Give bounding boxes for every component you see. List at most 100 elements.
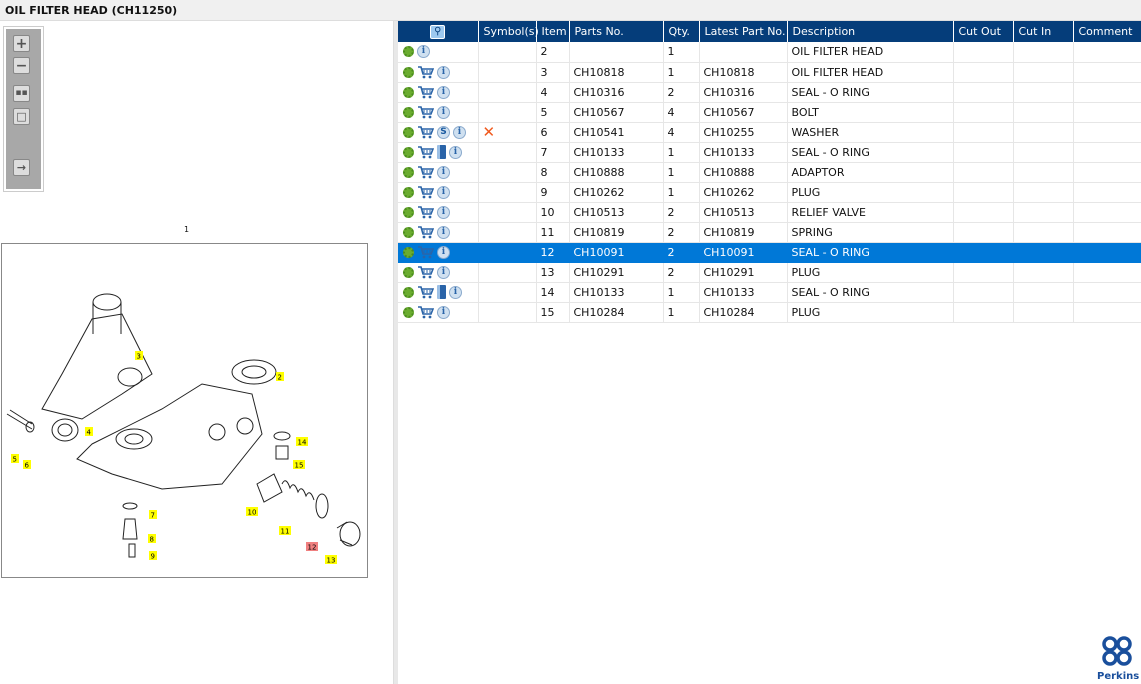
cart-icon[interactable] xyxy=(417,185,435,199)
info-icon[interactable]: i xyxy=(449,285,462,299)
table-row[interactable]: i 14 CH10133 1 CH10133 SEAL - O RING xyxy=(398,282,1141,303)
cart-icon[interactable] xyxy=(417,85,435,99)
description-cell: BOLT xyxy=(787,102,954,123)
cart-icon[interactable] xyxy=(417,145,435,159)
gear-icon[interactable] xyxy=(403,186,414,198)
cart-icon[interactable] xyxy=(417,205,435,219)
toggle-list-icon[interactable]: → xyxy=(13,159,30,176)
info-icon[interactable]: i xyxy=(437,105,450,119)
symbol-cell xyxy=(478,242,537,263)
info-icon[interactable]: i xyxy=(437,185,450,199)
table-row[interactable]: i 10 CH10513 2 CH10513 RELIEF VALVE xyxy=(398,202,1141,223)
column-header[interactable]: Parts No. xyxy=(569,21,664,42)
info-icon[interactable]: i xyxy=(437,265,450,279)
fit-box-icon[interactable]: □ xyxy=(13,108,30,125)
column-header[interactable]: Latest Part No. xyxy=(699,21,788,42)
callout-6[interactable]: 6 xyxy=(23,460,31,470)
table-row[interactable]: i 8 CH10888 1 CH10888 ADAPTOR xyxy=(398,162,1141,183)
callout-3[interactable]: 3 xyxy=(135,351,143,361)
gear-icon[interactable] xyxy=(403,46,414,58)
gear-icon[interactable] xyxy=(403,166,414,178)
info-icon[interactable]: i xyxy=(437,65,450,79)
gear-icon[interactable] xyxy=(403,306,414,318)
gear-icon[interactable] xyxy=(403,106,414,118)
callout-8[interactable]: 8 xyxy=(148,534,156,544)
callout-7[interactable]: 7 xyxy=(149,510,157,520)
cart-icon[interactable] xyxy=(417,65,435,79)
table-row[interactable]: i 9 CH10262 1 CH10262 PLUG xyxy=(398,182,1141,203)
part-number-cell: CH10284 xyxy=(569,302,664,323)
cart-icon[interactable] xyxy=(417,305,435,319)
gear-icon[interactable] xyxy=(403,286,414,298)
cut-in-cell xyxy=(1013,102,1074,123)
info-icon[interactable]: i xyxy=(437,85,450,99)
info-icon[interactable]: i xyxy=(437,305,450,319)
cart-icon[interactable] xyxy=(417,225,435,239)
info-icon[interactable]: i xyxy=(417,45,430,59)
table-row[interactable]: i 5 CH10567 4 CH10567 BOLT xyxy=(398,102,1141,123)
callout-12[interactable]: 12 xyxy=(306,542,318,552)
table-row[interactable]: i 15 CH10284 1 CH10284 PLUG xyxy=(398,302,1141,323)
gear-icon[interactable] xyxy=(403,246,414,258)
book-icon[interactable] xyxy=(437,145,446,159)
callout-9[interactable]: 9 xyxy=(149,551,157,561)
info-icon[interactable]: i xyxy=(437,245,450,259)
column-header[interactable]: Cut In xyxy=(1013,21,1074,42)
gear-icon[interactable] xyxy=(403,146,414,158)
gear-icon[interactable] xyxy=(403,206,414,218)
column-header[interactable]: Cut Out xyxy=(953,21,1014,42)
column-header[interactable]: Item xyxy=(536,21,570,42)
parts-diagram[interactable]: 3 2 4 14 5 6 15 7 10 11 8 12 13 9 xyxy=(1,243,368,578)
table-row[interactable]: i 4 CH10316 2 CH10316 SEAL - O RING xyxy=(398,82,1141,103)
qty-cell: 2 xyxy=(663,82,700,103)
column-header[interactable]: Description xyxy=(787,21,954,42)
description-cell: SEAL - O RING xyxy=(787,142,954,163)
gear-icon[interactable] xyxy=(403,86,414,98)
gear-icon[interactable] xyxy=(403,226,414,238)
cart-icon[interactable] xyxy=(417,285,435,299)
info-icon[interactable]: i xyxy=(453,125,466,139)
row-actions: i xyxy=(398,162,479,183)
column-header[interactable]: Symbol(s) xyxy=(478,21,539,42)
cart-icon[interactable] xyxy=(417,265,435,279)
table-row[interactable]: i 13 CH10291 2 CH10291 PLUG xyxy=(398,262,1141,283)
table-row[interactable]: i 3 CH10818 1 CH10818 OIL FILTER HEAD xyxy=(398,62,1141,83)
cut-in-cell xyxy=(1013,62,1074,83)
callout-13[interactable]: 13 xyxy=(325,555,337,565)
search-icon[interactable]: ⚲ xyxy=(430,25,446,39)
table-row[interactable]: i 11 CH10819 2 CH10819 SPRING xyxy=(398,222,1141,243)
gear-icon[interactable] xyxy=(403,266,414,278)
info-icon[interactable]: i xyxy=(449,145,462,159)
supersession-icon[interactable]: S xyxy=(437,125,450,139)
cart-icon[interactable] xyxy=(417,125,435,139)
callout-2[interactable]: 2 xyxy=(276,372,284,382)
gear-icon[interactable] xyxy=(403,66,414,78)
zoom-out-icon[interactable]: − xyxy=(13,57,30,74)
zoom-in-icon[interactable]: + xyxy=(13,35,30,52)
column-header[interactable]: Comment xyxy=(1073,21,1141,42)
callout-10[interactable]: 10 xyxy=(246,507,258,517)
gear-icon[interactable] xyxy=(403,126,414,138)
info-icon[interactable]: i xyxy=(437,165,450,179)
column-header-search[interactable]: ⚲ xyxy=(398,21,479,42)
cut-out-cell xyxy=(953,182,1014,203)
table-row[interactable]: i 12 CH10091 2 CH10091 SEAL - O RING xyxy=(398,242,1141,263)
pane-splitter[interactable] xyxy=(393,21,398,684)
info-icon[interactable]: i xyxy=(437,225,450,239)
callout-14[interactable]: 14 xyxy=(296,437,308,447)
cart-icon[interactable] xyxy=(417,105,435,119)
fit-all-icon[interactable]: ▪▪ xyxy=(13,85,30,102)
table-row[interactable]: i 2 1 OIL FILTER HEAD xyxy=(398,42,1141,63)
table-row[interactable]: i 7 CH10133 1 CH10133 SEAL - O RING xyxy=(398,142,1141,163)
cart-icon[interactable] xyxy=(417,245,435,259)
callout-15[interactable]: 15 xyxy=(293,460,305,470)
callout-5[interactable]: 5 xyxy=(11,454,19,464)
callout-11[interactable]: 11 xyxy=(279,526,291,536)
info-icon[interactable]: i xyxy=(437,205,450,219)
row-actions: i xyxy=(398,62,479,83)
book-icon[interactable] xyxy=(437,285,446,299)
callout-4[interactable]: 4 xyxy=(85,427,93,437)
cart-icon[interactable] xyxy=(417,165,435,179)
column-header[interactable]: Qty. xyxy=(663,21,700,42)
